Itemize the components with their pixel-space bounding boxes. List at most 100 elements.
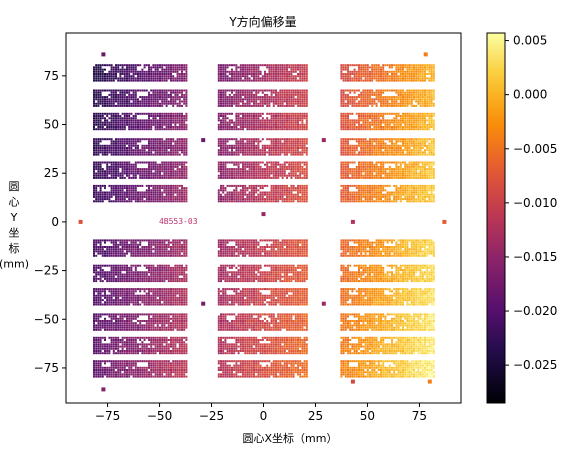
point xyxy=(143,336,146,339)
point xyxy=(139,161,142,164)
point xyxy=(123,195,126,198)
point xyxy=(115,339,117,341)
point xyxy=(141,239,144,242)
point xyxy=(112,241,115,244)
point xyxy=(95,364,98,367)
point xyxy=(95,193,98,196)
point xyxy=(181,239,183,242)
point xyxy=(110,170,113,173)
point xyxy=(126,326,128,329)
point xyxy=(290,149,293,152)
point xyxy=(167,75,170,78)
point xyxy=(145,296,148,299)
point xyxy=(134,275,137,278)
point xyxy=(292,123,295,126)
point xyxy=(305,104,308,107)
point xyxy=(161,269,164,272)
point xyxy=(268,147,271,149)
point xyxy=(226,123,229,126)
point xyxy=(152,294,155,297)
point xyxy=(152,315,155,318)
point xyxy=(134,117,137,120)
point xyxy=(178,341,181,344)
point xyxy=(128,301,131,304)
point xyxy=(170,112,172,115)
point xyxy=(106,115,109,117)
point xyxy=(172,243,175,246)
point xyxy=(145,288,148,291)
point xyxy=(110,246,113,248)
point xyxy=(139,102,142,105)
point xyxy=(159,195,161,198)
point xyxy=(152,79,155,82)
point xyxy=(141,248,144,251)
point xyxy=(143,273,146,276)
point xyxy=(132,77,135,80)
point xyxy=(110,193,113,196)
point xyxy=(154,343,157,346)
point xyxy=(152,239,155,242)
point xyxy=(176,264,179,267)
point xyxy=(108,75,111,78)
point xyxy=(222,77,225,80)
die-block-c0-r3 xyxy=(93,138,188,156)
point xyxy=(97,170,100,173)
point xyxy=(255,75,258,78)
point xyxy=(170,280,172,283)
point xyxy=(110,191,113,194)
point xyxy=(161,140,164,143)
point xyxy=(150,371,153,374)
die-block-c0-r0 xyxy=(93,64,188,82)
point xyxy=(99,301,102,304)
point xyxy=(281,77,284,80)
point xyxy=(163,277,166,280)
point xyxy=(161,79,164,82)
point xyxy=(154,193,157,196)
point xyxy=(178,254,181,257)
point xyxy=(106,96,109,99)
point xyxy=(137,112,139,115)
point xyxy=(167,320,170,322)
point xyxy=(150,96,153,99)
point xyxy=(117,350,120,352)
point xyxy=(101,326,104,329)
point xyxy=(292,117,295,120)
point xyxy=(183,296,186,299)
point xyxy=(231,102,233,105)
point xyxy=(248,163,251,166)
point xyxy=(117,70,120,73)
point xyxy=(119,366,122,369)
point xyxy=(244,64,247,67)
point xyxy=(119,250,122,253)
point xyxy=(110,187,113,190)
point xyxy=(183,200,186,203)
point xyxy=(93,195,95,198)
point xyxy=(121,189,124,192)
point xyxy=(294,140,297,143)
point xyxy=(172,315,175,318)
point xyxy=(172,301,175,304)
point xyxy=(264,153,266,156)
point xyxy=(159,266,161,269)
point xyxy=(143,70,146,73)
point xyxy=(128,140,131,143)
point xyxy=(159,123,161,126)
point xyxy=(154,170,157,173)
point xyxy=(239,140,242,143)
point xyxy=(123,366,126,369)
point xyxy=(231,104,233,107)
point xyxy=(99,315,102,318)
point xyxy=(104,170,106,173)
point xyxy=(115,288,117,291)
point xyxy=(159,290,161,293)
point xyxy=(246,149,249,152)
point xyxy=(167,93,170,96)
point xyxy=(154,200,157,203)
point xyxy=(126,277,128,280)
point xyxy=(279,75,282,78)
point xyxy=(95,317,98,320)
point xyxy=(154,77,157,80)
point xyxy=(290,123,293,126)
point xyxy=(104,366,106,369)
point xyxy=(165,126,168,128)
